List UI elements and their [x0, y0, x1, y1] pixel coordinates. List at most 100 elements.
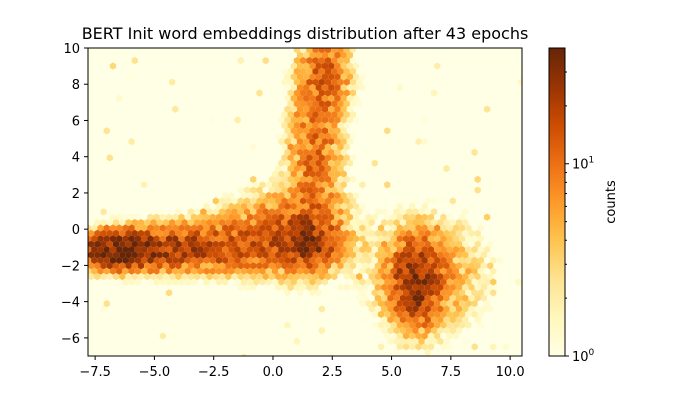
hexbin-cell	[190, 235, 198, 243]
hexbin-cell	[396, 84, 403, 92]
hexbin-cell	[487, 294, 494, 302]
hexbin-cell	[303, 62, 310, 70]
hexbin-cell	[194, 240, 201, 248]
hexbin-cell	[468, 294, 475, 302]
hexbin-cell	[427, 289, 435, 297]
hexbin-cell	[424, 219, 431, 227]
hexbin-cell	[452, 202, 459, 210]
hexbin-cell	[137, 240, 145, 248]
hexbin-cell	[446, 267, 453, 275]
hexbin-cell	[312, 132, 319, 140]
hexbin-cell	[190, 224, 198, 232]
hexbin-cell	[128, 73, 135, 81]
hexbin-cell	[97, 235, 104, 243]
hexbin-cell	[356, 208, 363, 216]
hexbin-cell	[234, 278, 241, 286]
hexbin-cell	[409, 202, 416, 210]
hexbin-cell	[471, 235, 478, 243]
hexbin-cell	[412, 262, 419, 270]
hexbin-cell	[256, 229, 263, 237]
hexbin-cell	[406, 208, 413, 216]
hexbin-cell	[474, 305, 481, 313]
hexbin-cell	[427, 332, 435, 340]
hexbin-cell	[256, 208, 263, 216]
hexbin-cell	[240, 235, 247, 243]
hexbin-cell	[449, 283, 456, 291]
hexbin-cell	[271, 181, 279, 189]
hexbin-cell	[181, 251, 188, 259]
hexbin-cell	[212, 197, 219, 205]
hexbin-cell	[275, 186, 282, 194]
hexbin-cell	[281, 251, 288, 259]
hexbin-cell	[377, 256, 385, 264]
hexbin-cell	[455, 262, 463, 270]
hexbin-cell	[125, 240, 132, 248]
hexbin-cell	[116, 213, 123, 221]
hexbin-cell	[303, 94, 310, 102]
hexbin-cell	[502, 343, 509, 351]
hexbin-cell	[281, 67, 288, 75]
hexbin-cell	[278, 213, 285, 221]
hexbin-cell	[471, 310, 478, 318]
hexbin-cell	[328, 267, 335, 275]
hexbin-cell	[374, 273, 382, 281]
hexbin-cell	[449, 327, 456, 335]
hexbin-cell	[300, 240, 307, 248]
hexbin-cell	[434, 246, 441, 254]
hexbin-cell	[477, 235, 484, 243]
hexbin-cell	[331, 186, 338, 194]
hexbin-cell	[169, 229, 176, 237]
hexbin-cell	[340, 84, 347, 92]
hexbin-cell	[290, 94, 297, 102]
hexbin-cell	[284, 192, 291, 200]
hexbin-cell	[312, 48, 319, 54]
hexbin-cell	[306, 219, 313, 227]
hexbin-cell	[122, 235, 129, 243]
hexbin-cell	[415, 235, 422, 243]
hexbin-cell	[253, 224, 260, 232]
hexbin-cell	[315, 159, 322, 167]
hexbin-cell	[446, 310, 453, 318]
hexbin-cell	[293, 208, 300, 216]
hexbin-cell	[349, 67, 357, 75]
hexbin-cell	[306, 262, 313, 270]
hexbin-cell	[430, 294, 438, 302]
hexbin-cell	[359, 267, 366, 275]
hexbin-cell	[94, 251, 101, 259]
hexbin-cell	[415, 343, 422, 351]
hexbin-cell	[483, 289, 491, 297]
hexbin-cell	[462, 316, 469, 324]
hexbin-cell	[268, 219, 276, 227]
hexbin-cell	[480, 305, 488, 313]
hexbin-cell	[331, 132, 338, 140]
hexbin-cell	[318, 229, 325, 237]
hexbin-cell	[134, 267, 141, 275]
x-tick-label: −5.0	[139, 365, 171, 380]
hexbin-cell	[131, 273, 138, 281]
hexbin-cell	[243, 262, 251, 270]
hexbin-cell	[337, 229, 344, 237]
hexbin-cell	[296, 278, 304, 286]
hexbin-cell	[412, 208, 419, 216]
hexbin-cell	[309, 105, 316, 113]
hexbin-cell	[452, 267, 459, 275]
hexbin-cell	[181, 240, 188, 248]
hexbin-cell	[106, 219, 113, 227]
hexbin-cell	[406, 283, 413, 291]
hexbin-cell	[324, 208, 332, 216]
hexbin-cell	[237, 229, 244, 237]
hexbin-cell	[480, 262, 488, 270]
hexbin-cell	[381, 229, 388, 237]
hexbin-cell	[300, 251, 307, 259]
hexbin-cell	[293, 143, 300, 151]
hexbin-cell	[353, 202, 360, 210]
hexbin-cell	[300, 273, 307, 281]
hexbin-cell	[234, 116, 241, 124]
hexbin-cell	[427, 300, 435, 308]
hexbin-cell	[165, 213, 173, 221]
hexbin-cell	[455, 283, 463, 291]
hexbin-cell	[281, 165, 288, 173]
hexbin-cell	[225, 251, 232, 259]
hexbin-cell	[359, 256, 366, 264]
hexbin-cell	[212, 262, 219, 270]
